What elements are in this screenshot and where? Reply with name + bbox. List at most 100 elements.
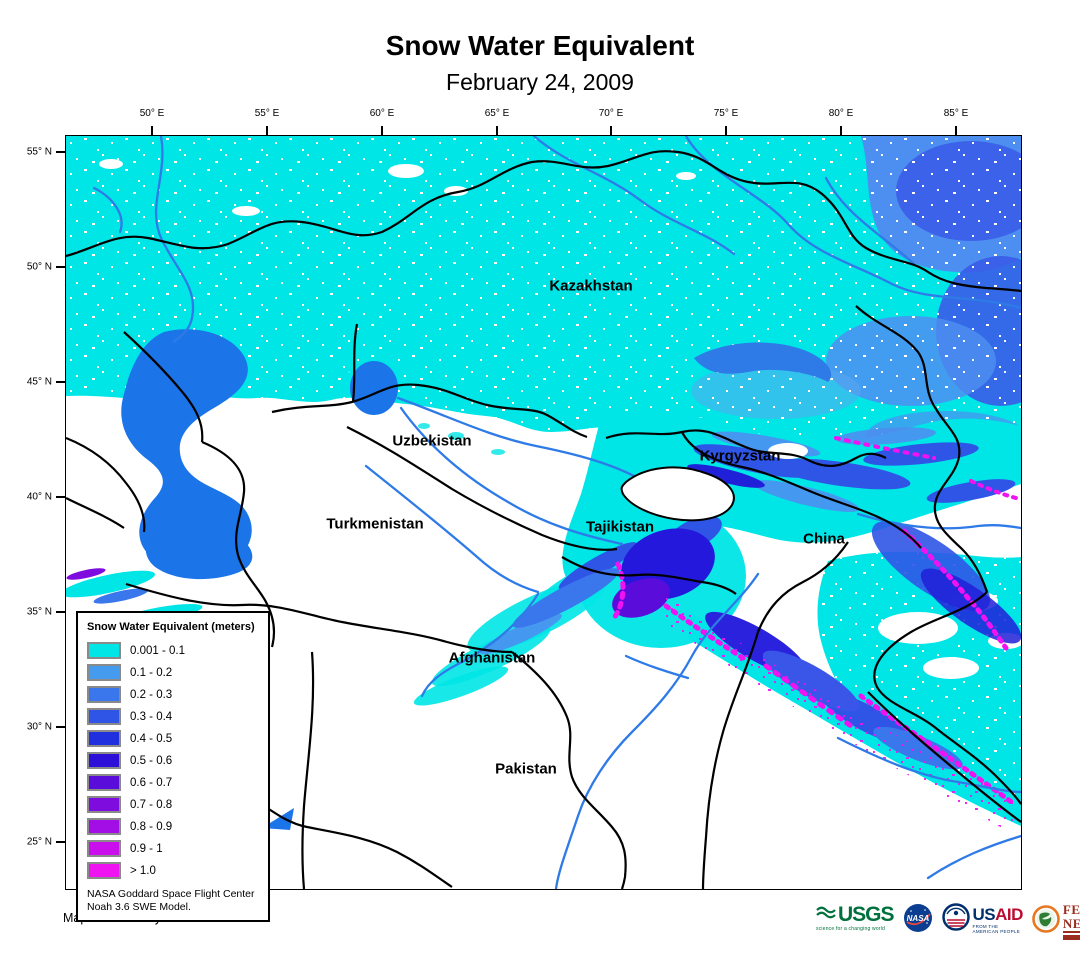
legend-row: 0.9 - 1 bbox=[87, 840, 259, 857]
legend-row: 0.2 - 0.3 bbox=[87, 686, 259, 703]
lon-tick-label: 55° E bbox=[254, 108, 280, 119]
legend-label: 0.7 - 0.8 bbox=[130, 798, 173, 811]
usgs-wordmark: USGS bbox=[838, 903, 895, 926]
country-label-pakistan: Pakistan bbox=[495, 760, 557, 778]
country-label-kyrgyzstan: Kyrgyzstan bbox=[699, 447, 781, 465]
lat-tick bbox=[56, 726, 65, 728]
lon-tick bbox=[266, 126, 268, 135]
legend-label: 0.8 - 0.9 bbox=[130, 820, 173, 833]
country-label-kazakhstan: Kazakhstan bbox=[549, 277, 633, 295]
legend-label: 0.6 - 0.7 bbox=[130, 776, 173, 789]
lon-tick-label: 85° E bbox=[943, 108, 969, 119]
legend-row: 0.4 - 0.5 bbox=[87, 730, 259, 747]
legend-swatch bbox=[87, 708, 121, 725]
usaid-logo: USAID FROM THE AMERICAN PEOPLE bbox=[941, 903, 1023, 936]
legend-swatch bbox=[87, 686, 121, 703]
legend-label: > 1.0 bbox=[130, 864, 156, 877]
mountain-snow bbox=[66, 411, 1021, 869]
legend-swatch bbox=[87, 730, 121, 747]
legend-swatch bbox=[87, 664, 121, 681]
lon-tick bbox=[151, 126, 153, 135]
gulf-inlet bbox=[262, 808, 294, 830]
lat-tick-label: 40° N bbox=[26, 491, 52, 503]
legend-row: 0.6 - 0.7 bbox=[87, 774, 259, 791]
legend-row: 0.8 - 0.9 bbox=[87, 818, 259, 835]
legend-row: 0.3 - 0.4 bbox=[87, 708, 259, 725]
legend-credit-line1: NASA Goddard Space Flight Center bbox=[87, 888, 255, 900]
lat-tick-label: 45° N bbox=[26, 376, 52, 388]
nasa-logo: NASA bbox=[903, 903, 933, 933]
legend-swatch bbox=[87, 818, 121, 835]
map-legend: Snow Water Equivalent (meters) 0.001 - 0… bbox=[76, 611, 270, 922]
legend-row: 0.1 - 0.2 bbox=[87, 664, 259, 681]
legend-label: 0.001 - 0.1 bbox=[130, 644, 185, 657]
legend-row: 0.5 - 0.6 bbox=[87, 752, 259, 769]
lon-tick-label: 80° E bbox=[828, 108, 854, 119]
legend-swatch bbox=[87, 796, 121, 813]
legend-swatch bbox=[87, 840, 121, 857]
usgs-logo: USGS science for a changing world bbox=[816, 903, 895, 932]
lon-tick bbox=[381, 126, 383, 135]
lon-tick bbox=[840, 126, 842, 135]
nasa-wordmark: NASA bbox=[906, 914, 929, 923]
legend-title: Snow Water Equivalent (meters) bbox=[87, 621, 255, 633]
lon-tick bbox=[955, 126, 957, 135]
fewsnet-wordmark: FEWS NET bbox=[1062, 903, 1080, 933]
legend-label: 0.3 - 0.4 bbox=[130, 710, 173, 723]
legend-label: 0.1 - 0.2 bbox=[130, 666, 173, 679]
usaid-tagline: FROM THE AMERICAN PEOPLE bbox=[972, 923, 1021, 934]
country-label-turkmenistan: Turkmenistan bbox=[326, 515, 424, 533]
country-borders bbox=[66, 150, 1021, 889]
fewsnet-globe-icon bbox=[1032, 905, 1060, 938]
lon-tick-label: 50° E bbox=[139, 108, 165, 119]
usaid-wordmark-aid: AID bbox=[995, 904, 1023, 924]
lat-tick-label: 25° N bbox=[26, 836, 52, 848]
lon-tick-label: 60° E bbox=[369, 108, 395, 119]
caspian-sea bbox=[121, 329, 252, 572]
snow-map-art bbox=[66, 136, 1021, 889]
country-label-china: China bbox=[803, 530, 845, 548]
lat-tick bbox=[56, 611, 65, 613]
legend-row: > 1.0 bbox=[87, 862, 259, 879]
fewsnet-banner-bar bbox=[1062, 935, 1080, 940]
legend-rows: 0.001 - 0.1 0.1 - 0.2 0.2 - 0.3 0.3 - 0.4 0.… bbox=[87, 642, 259, 879]
lat-tick bbox=[56, 496, 65, 498]
lat-tick-label: 50° N bbox=[26, 261, 52, 273]
fewsnet-logo: FEWS NET bbox=[1032, 903, 1080, 940]
legend-label: 0.9 - 1 bbox=[130, 842, 163, 855]
legend-label: 0.5 - 0.6 bbox=[130, 754, 173, 767]
page-title: Snow Water Equivalent bbox=[385, 30, 695, 61]
rivers bbox=[92, 136, 1021, 889]
legend-row: 0.7 - 0.8 bbox=[87, 796, 259, 813]
legend-swatch bbox=[87, 774, 121, 791]
lat-tick-label: 55° N bbox=[26, 146, 52, 158]
legend-credit-line2: Noah 3.6 SWE Model. bbox=[87, 901, 191, 913]
lat-tick bbox=[56, 266, 65, 268]
lon-tick bbox=[496, 126, 498, 135]
usaid-wordmark-us: US bbox=[972, 904, 996, 924]
usgs-wave-icon bbox=[816, 905, 836, 926]
lat-tick bbox=[56, 151, 65, 153]
legend-row: 0.001 - 0.1 bbox=[87, 642, 259, 659]
logo-strip: USGS science for a changing world NASA bbox=[816, 903, 1080, 940]
lon-tick-label: 65° E bbox=[484, 108, 510, 119]
usaid-seal-icon bbox=[941, 903, 970, 936]
lon-tick-label: 75° E bbox=[713, 108, 739, 119]
legend-swatch bbox=[87, 752, 121, 769]
legend-label: 0.4 - 0.5 bbox=[130, 732, 173, 745]
usgs-tagline: science for a changing world bbox=[816, 926, 885, 932]
page-subtitle: February 24, 2009 bbox=[446, 69, 634, 95]
country-label-uzbekistan: Uzbekistan bbox=[392, 432, 472, 450]
legend-swatch bbox=[87, 642, 121, 659]
lat-tick bbox=[56, 841, 65, 843]
map-canvas: Snow Water Equivalent (meters) 0.001 - 0… bbox=[65, 135, 1022, 922]
lat-tick-label: 30° N bbox=[26, 721, 52, 733]
lake-issyk-kul bbox=[768, 443, 808, 459]
water-bodies bbox=[121, 329, 832, 830]
lat-tick bbox=[56, 381, 65, 383]
legend-swatch bbox=[87, 862, 121, 879]
fergana-valley bbox=[620, 466, 735, 522]
lon-tick bbox=[610, 126, 612, 135]
country-label-afghanistan: Afghanistan bbox=[448, 649, 536, 667]
legend-label: 0.2 - 0.3 bbox=[130, 688, 173, 701]
